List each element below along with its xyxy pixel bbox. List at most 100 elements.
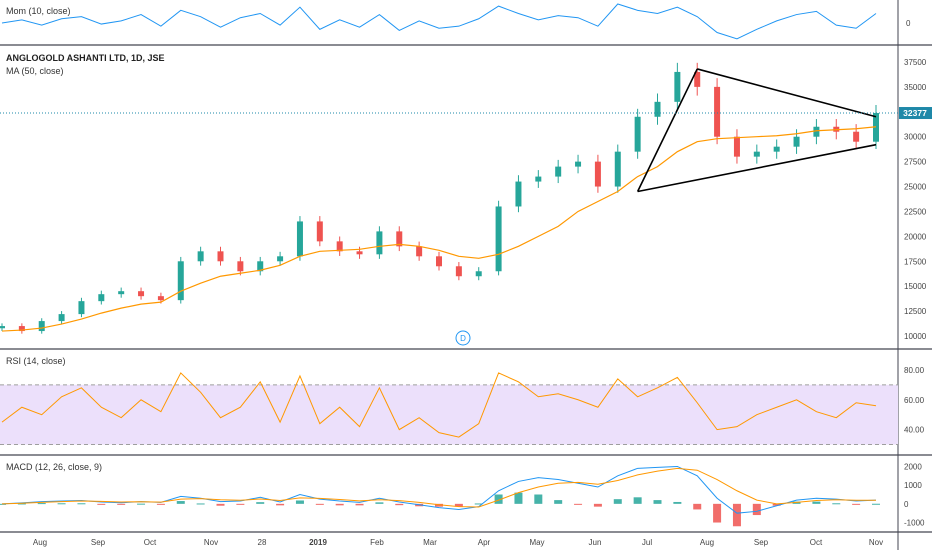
candle-body xyxy=(376,231,383,255)
candle-body xyxy=(296,221,303,257)
trendline[interactable] xyxy=(697,68,877,118)
macd-histogram-bar xyxy=(554,500,563,504)
symbol-title: ANGLOGOLD ASHANTI LTD, 1D, JSE xyxy=(6,53,165,63)
time-tick: Jul xyxy=(642,538,652,547)
candle-body xyxy=(515,181,522,207)
price-series xyxy=(0,62,879,334)
ma-line xyxy=(1,126,877,332)
macd-histogram-bar xyxy=(633,497,642,504)
price-axis: 37500 35000 30000 27500 25000 22500 20000 17500… xyxy=(904,58,927,341)
signal-line xyxy=(1,467,877,508)
dividend-marker-label: D xyxy=(460,334,466,343)
time-axis: Aug Sep Oct Nov 28 2019 Feb Mar Apr May Jun Jul Aug S… xyxy=(33,538,883,547)
candle-body xyxy=(853,131,860,142)
candle-body xyxy=(575,161,582,167)
candle-body xyxy=(356,251,363,255)
macd-histogram-bar xyxy=(216,503,225,506)
candle-body xyxy=(277,256,284,262)
macd-histogram-bar xyxy=(872,503,880,505)
macd-histogram-bar xyxy=(852,503,861,505)
time-tick: Mar xyxy=(423,538,437,547)
macd-tick: 2000 xyxy=(904,462,922,471)
macd-histogram-bar xyxy=(236,503,245,505)
candle-body xyxy=(138,291,145,297)
macd-histogram-bar xyxy=(0,503,6,505)
macd-histogram-bar xyxy=(57,503,66,505)
candle-body xyxy=(237,261,244,272)
candle-body xyxy=(257,261,264,272)
candle-body xyxy=(118,291,125,295)
price-tick: 12500 xyxy=(904,307,927,316)
candle-body xyxy=(157,296,164,301)
macd-histogram-bar xyxy=(276,503,285,506)
candle-body xyxy=(753,151,760,157)
candle-body xyxy=(495,206,502,272)
rsi-tick: 40.00 xyxy=(904,426,925,435)
price-tick: 30000 xyxy=(904,133,927,142)
time-tick: 2019 xyxy=(309,538,327,547)
macd-histogram-bar xyxy=(375,502,384,504)
macd-histogram-bar xyxy=(196,503,205,505)
candle-body xyxy=(535,176,542,182)
candle-body xyxy=(475,271,482,277)
candle-body xyxy=(78,301,85,315)
time-tick: 28 xyxy=(258,538,267,547)
macd-label: MACD (12, 26, close, 9) xyxy=(6,462,102,472)
rsi-series xyxy=(1,372,877,438)
dividend-marker[interactable] xyxy=(455,330,471,346)
macd-histogram-bar xyxy=(335,503,344,506)
candle-body xyxy=(733,136,740,157)
macd-histogram-bar xyxy=(514,492,523,504)
mom-line xyxy=(1,3,877,40)
price-tick: 35000 xyxy=(904,83,927,92)
candle-body xyxy=(18,326,25,332)
rsi-band xyxy=(0,384,898,445)
macd-histogram-bar xyxy=(673,501,682,504)
macd-histogram-bar xyxy=(156,503,165,505)
candle-body xyxy=(674,71,681,102)
macd-histogram-bar xyxy=(713,503,722,523)
price-tick: 15000 xyxy=(904,282,927,291)
macd-histogram-bar xyxy=(137,503,146,505)
time-tick: Aug xyxy=(700,538,714,547)
trendline[interactable] xyxy=(636,68,698,192)
candle-body xyxy=(177,261,184,301)
candle-body xyxy=(416,246,423,257)
candle-body xyxy=(773,146,780,152)
candle-body xyxy=(316,221,323,242)
candle-body xyxy=(793,136,800,147)
macd-histogram-bar xyxy=(812,501,821,504)
macd-histogram-bar xyxy=(17,503,26,505)
macd-histogram-bar xyxy=(494,494,503,504)
price-tick: 37500 xyxy=(904,58,927,67)
macd-series xyxy=(0,465,880,527)
macd-histogram-bar xyxy=(534,494,543,504)
candle-body xyxy=(594,161,601,187)
macd-histogram-bar xyxy=(474,503,483,505)
candle-body xyxy=(0,326,5,329)
mom-series xyxy=(1,3,877,40)
rsi-line xyxy=(1,372,877,438)
candle-body xyxy=(38,321,45,332)
time-tick: Feb xyxy=(370,538,384,547)
time-tick: Jun xyxy=(589,538,602,547)
mom-axis: 0 xyxy=(906,19,911,28)
candle-body xyxy=(614,151,621,187)
candle-body xyxy=(654,101,661,117)
macd-histogram-bar xyxy=(832,503,841,505)
macd-histogram-bar xyxy=(395,503,404,506)
candle-body xyxy=(336,241,343,252)
macd-tick: 1000 xyxy=(904,481,922,490)
price-tick: 17500 xyxy=(904,257,927,266)
candle-body xyxy=(694,71,701,87)
trendline[interactable] xyxy=(637,143,877,193)
candle-body xyxy=(714,86,721,137)
macd-histogram-bar xyxy=(256,502,265,504)
last-price-badge xyxy=(899,107,932,120)
price-tick: 27500 xyxy=(904,158,927,167)
macd-histogram-bar xyxy=(752,503,761,516)
macd-histogram-bar xyxy=(37,503,46,505)
time-tick: Nov xyxy=(869,538,883,547)
price-tick: 22500 xyxy=(904,207,927,216)
